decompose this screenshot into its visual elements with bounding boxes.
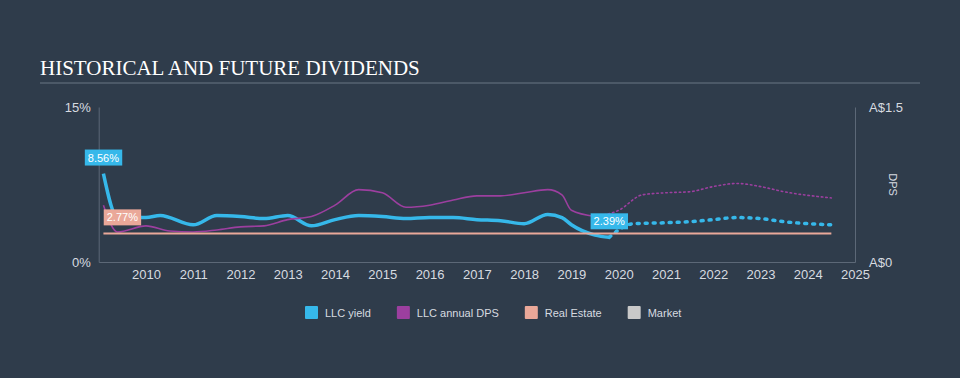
title-rule	[40, 83, 920, 84]
series-line	[103, 174, 609, 238]
tick: 2014	[321, 262, 350, 282]
annotation-label: 8.56%	[88, 152, 119, 164]
tick-label: 2025	[841, 267, 870, 282]
tick-label: 2021	[652, 267, 681, 282]
annotation-box	[591, 213, 628, 229]
legend-item: LLC yield	[305, 306, 371, 319]
legend-item: LLC annual DPS	[397, 306, 499, 319]
tick: 2011	[180, 262, 208, 282]
series-line	[103, 190, 595, 232]
tick-label: 2022	[699, 267, 728, 282]
tick-label: 0%	[72, 255, 91, 270]
y2-axis: A$0 A$1.5	[855, 100, 903, 270]
legend-label: LLC yield	[325, 307, 371, 319]
tick: 2019	[557, 262, 586, 282]
tick: 15%	[65, 100, 99, 115]
legend-label: Real Estate	[545, 307, 602, 319]
y-axis-line	[99, 108, 100, 263]
tick-label: 2014	[321, 267, 350, 282]
tick-label: A$0	[869, 255, 892, 270]
series-line	[595, 183, 831, 216]
annotation-box	[85, 150, 122, 166]
annotation: 2.39%	[591, 213, 628, 229]
plot-area	[103, 174, 831, 238]
y2-axis-line	[855, 108, 856, 263]
annotation-box	[104, 209, 141, 225]
series-line	[103, 232, 831, 234]
tick: 2013	[274, 262, 303, 282]
legend-item: Real Estate	[525, 306, 602, 319]
tick-label: 2018	[510, 267, 539, 282]
tick: 0%	[72, 255, 99, 270]
tick: 2012	[227, 262, 256, 282]
tick: 2025	[841, 262, 870, 282]
tick-label: 2024	[794, 267, 823, 282]
tick: 2021	[652, 262, 681, 282]
tick: 2017	[463, 262, 492, 282]
legend-swatch	[628, 306, 641, 319]
tick: 2015	[368, 262, 397, 282]
tick-label: 2015	[368, 267, 397, 282]
legend-swatch	[525, 306, 538, 319]
tick-label: 2012	[227, 267, 256, 282]
legend-item: Market	[628, 306, 682, 319]
x-axis-line	[99, 262, 855, 263]
legend-label: Market	[648, 307, 682, 319]
tick-label: A$1.5	[869, 100, 903, 115]
annotation: 8.56%	[85, 150, 122, 166]
y-axis: 0% 15%	[65, 100, 100, 270]
title: HISTORICAL AND FUTURE DIVIDENDS	[40, 56, 420, 80]
tick-label: 2011	[180, 267, 208, 282]
legend-swatch	[397, 306, 410, 319]
legend: LLC yield LLC annual DPS Real Estate Market	[305, 306, 681, 319]
tick: 2018	[510, 262, 539, 282]
tick-label: 15%	[65, 100, 91, 115]
tick: 2022	[699, 262, 728, 282]
chart: HISTORICAL AND FUTURE DIVIDENDS201020112…	[0, 0, 960, 378]
annotation-label: 2.39%	[594, 215, 625, 227]
y2-axis-title: DPS	[887, 173, 899, 196]
tick-label: 2017	[463, 267, 492, 282]
annotations: 8.56% 2.77% 2.39%	[85, 150, 628, 230]
tick-label: 2010	[132, 267, 161, 282]
tick-label: 2020	[605, 267, 634, 282]
tick: 2016	[416, 262, 445, 282]
tick-label: 2013	[274, 267, 303, 282]
annotation: 2.77%	[104, 209, 141, 225]
tick: A$0	[855, 255, 892, 270]
tick: A$1.5	[855, 100, 903, 115]
legend-label: LLC annual DPS	[417, 307, 499, 319]
tick-label: 2019	[557, 267, 586, 282]
tick-label: 2016	[416, 267, 445, 282]
tick: 2023	[747, 262, 776, 282]
tick: 2020	[605, 262, 634, 282]
tick: 2010	[132, 262, 161, 282]
x-axis: 2010 2011 2012 2013 2014 2015 2016 2017 2018 2019…	[99, 262, 870, 282]
tick: 2024	[794, 262, 823, 282]
legend-swatch	[305, 306, 318, 319]
annotation-label: 2.77%	[107, 211, 138, 223]
tick-label: 2023	[747, 267, 776, 282]
